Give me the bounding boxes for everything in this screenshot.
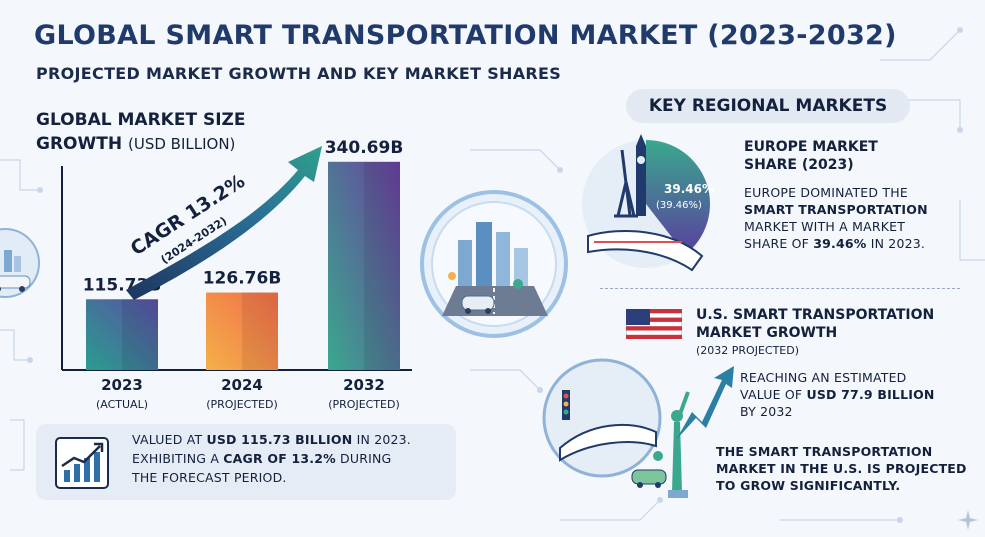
summary-line3: THE FORECAST PERIOD. (132, 470, 287, 485)
chart-title: GLOBAL MARKET SIZE GROWTH (USD BILLION) (36, 108, 245, 156)
chart-bars: 115.73B2023(ACTUAL)126.76B2024(PROJECTED… (83, 138, 404, 411)
bar-value-label-2024: 126.76B (203, 269, 282, 289)
europe-pie-subvalue: (39.46%) (656, 200, 702, 211)
bar-value-label-2032: 340.69B (325, 138, 404, 158)
us-flag-icon (626, 309, 682, 339)
europe-text-bold: SMART TRANSPORTATION (744, 202, 928, 217)
growth-arrow-icon (676, 366, 734, 440)
smart-city-icon (420, 190, 568, 338)
summary-line1-post: IN 2023. (352, 432, 411, 447)
chart-title-line1: GLOBAL MARKET SIZE (36, 110, 246, 130)
summary-line1-pre: VALUED AT (132, 432, 207, 447)
summary-line2-pre: EXHIBITING A (132, 451, 224, 466)
europe-text-line4-post: IN 2023. (866, 236, 926, 251)
left-city-illustration-icon (0, 228, 40, 298)
category-note-2023: (ACTUAL) (96, 398, 148, 411)
us-text-line2-bold: USD 77.9 BILLION (806, 387, 935, 402)
category-label-2032: 2032 (343, 376, 385, 394)
regional-markets-pill: KEY REGIONAL MARKETS (626, 89, 910, 123)
bar-2023 (86, 299, 158, 370)
growth-chart-icon (55, 437, 109, 489)
europe-pie-value: 39.46% (664, 182, 714, 196)
europe-text-line1: EUROPE DOMINATED THE (744, 185, 908, 200)
europe-text-line4-bold: 39.46% (813, 236, 867, 251)
bar-2024 (206, 292, 278, 370)
category-label-2024: 2024 (221, 376, 263, 394)
us-text-line3: BY 2032 (740, 404, 793, 419)
page-title: GLOBAL SMART TRANSPORTATION MARKET (2023… (34, 20, 897, 51)
europe-text-line3: MARKET WITH A MARKET (744, 219, 906, 234)
page-subtitle: PROJECTED MARKET GROWTH AND KEY MARKET S… (36, 64, 562, 83)
us-heading: U.S. SMART TRANSPORTATION MARKET GROWTH (696, 307, 935, 341)
sparkle-icon (958, 510, 978, 530)
summary-box: VALUED AT USD 115.73 BILLION IN 2023. EX… (36, 424, 456, 500)
section-divider (600, 288, 960, 289)
category-note-2024: (PROJECTED) (206, 398, 278, 411)
chart-unit: (USD BILLION) (128, 135, 236, 153)
bar-shade-2024 (242, 292, 278, 370)
summary-text: VALUED AT USD 115.73 BILLION IN 2023. EX… (132, 430, 450, 487)
chart-title-line2: GROWTH (36, 134, 123, 154)
cagr-arrow (126, 146, 322, 300)
europe-text: EUROPE DOMINATED THE SMART TRANSPORTATIO… (744, 184, 954, 252)
summary-line2-post: DURING (335, 451, 392, 466)
bar-shade-2023 (122, 299, 158, 370)
us-text-line1: REACHING AN ESTIMATED (740, 370, 907, 385)
europe-heading: EUROPE MARKET SHARE (2023) (744, 139, 878, 173)
europe-text-line4-pre: SHARE OF (744, 236, 814, 251)
us-subheading: (2032 PROJECTED) (696, 344, 800, 357)
bar-2032 (328, 161, 400, 370)
us-text-line2-pre: VALUE OF (740, 387, 807, 402)
summary-line2-bold: CAGR OF 13.2% (223, 451, 336, 466)
us-text-projection: THE SMART TRANSPORTATION MARKET IN THE U… (716, 444, 967, 493)
summary-line1-bold: USD 115.73 BILLION (206, 432, 353, 447)
category-label-2023: 2023 (101, 376, 143, 394)
category-note-2032: (PROJECTED) (328, 398, 400, 411)
us-text-value: REACHING AN ESTIMATED VALUE OF USD 77.9 … (740, 369, 960, 420)
bar-shade-2032 (364, 161, 400, 370)
statue-of-liberty-icon (542, 358, 690, 498)
europe-map-icon (582, 134, 710, 272)
europe-share-slice (646, 140, 710, 255)
